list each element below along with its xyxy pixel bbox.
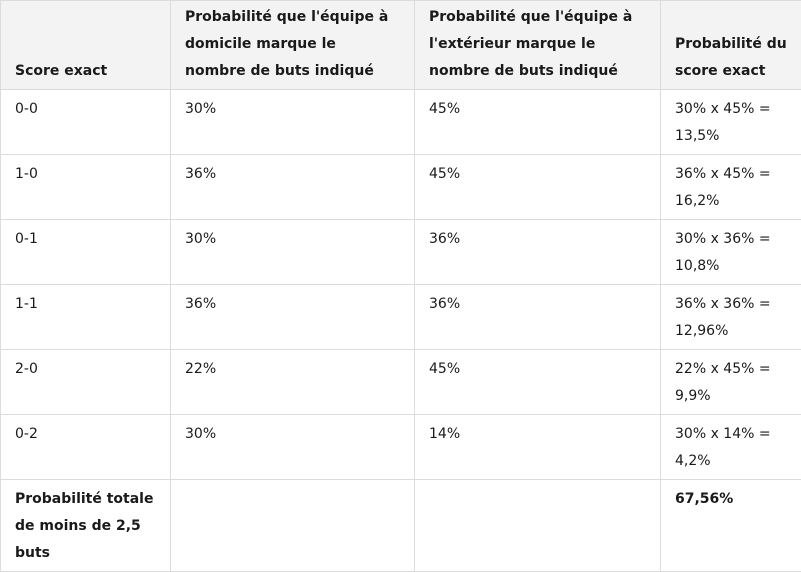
table-row: 2-0 22% 45% 22% x 45% = 9,9% <box>1 350 801 415</box>
cell-home: 30% <box>171 415 415 480</box>
total-label: Probabilité totale de moins de 2,5 buts <box>1 480 171 572</box>
table-row: 1-1 36% 36% 36% x 36% = 12,96% <box>1 285 801 350</box>
table-body: 0-0 30% 45% 30% x 45% = 13,5% 1-0 36% 45… <box>1 90 801 572</box>
total-home-empty <box>171 480 415 572</box>
cell-away: 36% <box>415 220 661 285</box>
table-row: 0-0 30% 45% 30% x 45% = 13,5% <box>1 90 801 155</box>
cell-score: 2-0 <box>1 350 171 415</box>
cell-away: 14% <box>415 415 661 480</box>
cell-exact: 36% x 36% = 12,96% <box>661 285 801 350</box>
cell-exact: 30% x 36% = 10,8% <box>661 220 801 285</box>
cell-away: 36% <box>415 285 661 350</box>
table-row: 0-1 30% 36% 30% x 36% = 10,8% <box>1 220 801 285</box>
cell-away: 45% <box>415 90 661 155</box>
cell-exact: 36% x 45% = 16,2% <box>661 155 801 220</box>
cell-exact: 22% x 45% = 9,9% <box>661 350 801 415</box>
header-row: Score exact Probabilité que l'équipe à d… <box>1 1 801 90</box>
cell-home: 22% <box>171 350 415 415</box>
table-header: Score exact Probabilité que l'équipe à d… <box>1 1 801 90</box>
cell-score: 0-0 <box>1 90 171 155</box>
cell-score: 1-1 <box>1 285 171 350</box>
cell-away: 45% <box>415 350 661 415</box>
total-value: 67,56% <box>661 480 801 572</box>
cell-home: 30% <box>171 220 415 285</box>
total-row: Probabilité totale de moins de 2,5 buts … <box>1 480 801 572</box>
table-row: 1-0 36% 45% 36% x 45% = 16,2% <box>1 155 801 220</box>
header-exact-score-probability: Probabilité du score exact <box>661 1 801 90</box>
cell-score: 0-2 <box>1 415 171 480</box>
cell-score: 1-0 <box>1 155 171 220</box>
cell-exact: 30% x 14% = 4,2% <box>661 415 801 480</box>
cell-home: 36% <box>171 285 415 350</box>
header-score-exact: Score exact <box>1 1 171 90</box>
header-away-probability: Probabilité que l'équipe à l'extérieur m… <box>415 1 661 90</box>
cell-home: 36% <box>171 155 415 220</box>
cell-away: 45% <box>415 155 661 220</box>
table-row: 0-2 30% 14% 30% x 14% = 4,2% <box>1 415 801 480</box>
cell-score: 0-1 <box>1 220 171 285</box>
total-away-empty <box>415 480 661 572</box>
cell-home: 30% <box>171 90 415 155</box>
cell-exact: 30% x 45% = 13,5% <box>661 90 801 155</box>
header-home-probability: Probabilité que l'équipe à domicile marq… <box>171 1 415 90</box>
